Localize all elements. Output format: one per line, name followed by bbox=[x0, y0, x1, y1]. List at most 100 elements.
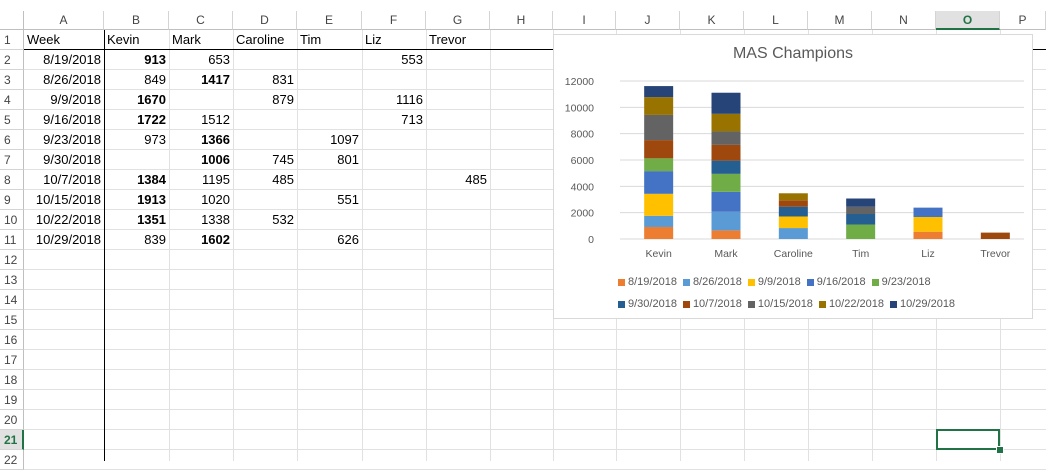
value-cell[interactable]: 626 bbox=[337, 232, 359, 247]
bar-segment-kevin[interactable] bbox=[644, 158, 674, 172]
row-header-19[interactable]: 19 bbox=[0, 390, 24, 410]
row-header-4[interactable]: 4 bbox=[0, 90, 24, 110]
value-cell[interactable]: 653 bbox=[208, 52, 230, 67]
value-cell[interactable]: 551 bbox=[337, 192, 359, 207]
header-cell-caroline[interactable]: Caroline bbox=[236, 32, 285, 47]
bar-segment-kevin[interactable] bbox=[644, 226, 674, 239]
value-cell[interactable]: 1722 bbox=[137, 112, 166, 127]
bar-segment-liz[interactable] bbox=[913, 207, 943, 218]
value-cell[interactable]: 485 bbox=[465, 172, 487, 187]
week-cell[interactable]: 9/16/2018 bbox=[43, 112, 101, 127]
row-header-20[interactable]: 20 bbox=[0, 410, 24, 430]
value-cell[interactable]: 1097 bbox=[330, 132, 359, 147]
bar-segment-liz[interactable] bbox=[913, 217, 943, 232]
value-cell[interactable]: 839 bbox=[144, 232, 166, 247]
row-header-3[interactable]: 3 bbox=[0, 70, 24, 90]
week-cell[interactable]: 9/9/2018 bbox=[50, 92, 101, 107]
week-cell[interactable]: 10/15/2018 bbox=[35, 192, 101, 207]
row-header-16[interactable]: 16 bbox=[0, 330, 24, 350]
bar-segment-mark[interactable] bbox=[711, 191, 741, 212]
bar-segment-caroline[interactable] bbox=[778, 206, 808, 217]
value-cell[interactable]: 801 bbox=[337, 152, 359, 167]
value-cell[interactable]: 1195 bbox=[202, 172, 230, 187]
bar-segment-kevin[interactable] bbox=[644, 97, 674, 115]
bar-segment-mark[interactable] bbox=[711, 113, 741, 132]
bar-segment-mark[interactable] bbox=[711, 211, 741, 231]
row-header-2[interactable]: 2 bbox=[0, 50, 24, 70]
week-cell[interactable]: 8/26/2018 bbox=[43, 72, 101, 87]
bar-segment-kevin[interactable] bbox=[644, 114, 674, 141]
legend-item[interactable]: 9/30/2018 bbox=[618, 298, 677, 310]
fill-handle[interactable] bbox=[996, 446, 1004, 454]
value-cell[interactable]: 485 bbox=[272, 172, 294, 187]
column-header-m[interactable]: M bbox=[808, 11, 872, 30]
header-cell-tim[interactable]: Tim bbox=[300, 32, 322, 47]
column-header-g[interactable]: G bbox=[426, 11, 490, 30]
bar-segment-caroline[interactable] bbox=[778, 228, 808, 239]
value-cell[interactable]: 1512 bbox=[201, 112, 230, 127]
row-header-5[interactable]: 5 bbox=[0, 110, 24, 130]
column-header-h[interactable]: H bbox=[490, 11, 553, 30]
row-header-8[interactable]: 8 bbox=[0, 170, 24, 190]
bar-segment-tim[interactable] bbox=[846, 206, 876, 215]
row-header-15[interactable]: 15 bbox=[0, 310, 24, 330]
bar-segment-caroline[interactable] bbox=[778, 193, 808, 201]
stacked-bar-chart[interactable]: MAS Champions 0 2000 4000 6000 8000 10000 1200… bbox=[553, 34, 1033, 319]
legend-item[interactable]: 9/9/2018 bbox=[747, 276, 801, 288]
column-header-l[interactable]: L bbox=[744, 11, 808, 30]
row-header-22[interactable]: 22 bbox=[0, 450, 24, 470]
header-cell-week[interactable]: Week bbox=[27, 32, 60, 47]
bar-segment-kevin[interactable] bbox=[644, 193, 674, 216]
header-cell-kevin[interactable]: Kevin bbox=[107, 32, 140, 47]
value-cell[interactable]: 1006 bbox=[201, 152, 230, 167]
week-cell[interactable]: 10/22/2018 bbox=[35, 212, 101, 227]
column-header-p[interactable]: P bbox=[1000, 11, 1046, 30]
row-header-6[interactable]: 6 bbox=[0, 130, 24, 150]
column-header-k[interactable]: K bbox=[680, 11, 744, 30]
row-header-7[interactable]: 7 bbox=[0, 150, 24, 170]
bar-segment-mark[interactable] bbox=[711, 173, 741, 192]
bar-segment-liz[interactable] bbox=[913, 231, 943, 239]
value-cell[interactable]: 1020 bbox=[201, 192, 230, 207]
bar-segment-kevin[interactable] bbox=[644, 86, 674, 98]
bar-segment-trevor[interactable] bbox=[980, 232, 1010, 239]
value-cell[interactable]: 1338 bbox=[201, 212, 230, 227]
bar-segment-mark[interactable] bbox=[711, 131, 741, 145]
bar-segment-kevin[interactable] bbox=[644, 140, 674, 159]
week-cell[interactable]: 9/23/2018 bbox=[43, 132, 101, 147]
column-header-i[interactable]: I bbox=[553, 11, 616, 30]
bar-segment-kevin[interactable] bbox=[644, 171, 674, 194]
bar-segment-tim[interactable] bbox=[846, 198, 876, 207]
column-header-a[interactable]: A bbox=[24, 11, 104, 30]
bar-segment-tim[interactable] bbox=[846, 214, 876, 225]
legend-item[interactable]: 10/7/2018 bbox=[682, 298, 742, 310]
column-header-c[interactable]: C bbox=[169, 11, 233, 30]
column-header-e[interactable]: E bbox=[297, 11, 362, 30]
legend-item[interactable]: 10/29/2018 bbox=[890, 298, 955, 310]
value-cell[interactable]: 1116 bbox=[396, 92, 423, 107]
value-cell[interactable]: 849 bbox=[144, 72, 166, 87]
column-header-o[interactable]: O bbox=[936, 11, 1000, 30]
header-cell-trevor[interactable]: Trevor bbox=[429, 32, 467, 47]
legend-item[interactable]: 10/15/2018 bbox=[747, 298, 813, 310]
row-header-14[interactable]: 14 bbox=[0, 290, 24, 310]
legend-item[interactable]: 10/22/2018 bbox=[818, 298, 884, 310]
legend-item[interactable]: 9/16/2018 bbox=[806, 276, 866, 288]
value-cell[interactable]: 745 bbox=[272, 152, 294, 167]
bar-segment-caroline[interactable] bbox=[778, 200, 808, 207]
week-cell[interactable]: 10/7/2018 bbox=[43, 172, 101, 187]
value-cell[interactable]: 713 bbox=[401, 112, 423, 127]
value-cell[interactable]: 1602 bbox=[201, 232, 230, 247]
bar-segment-mark[interactable] bbox=[711, 160, 741, 174]
legend-item[interactable]: 9/23/2018 bbox=[871, 276, 931, 288]
value-cell[interactable]: 1670 bbox=[137, 92, 166, 107]
active-cell-selection[interactable] bbox=[936, 429, 1000, 450]
bar-segment-mark[interactable] bbox=[711, 230, 741, 239]
row-header-1[interactable]: 1 bbox=[0, 30, 24, 50]
row-header-13[interactable]: 13 bbox=[0, 270, 24, 290]
week-cell[interactable]: 9/30/2018 bbox=[43, 152, 101, 167]
value-cell[interactable]: 1913 bbox=[137, 192, 166, 207]
column-header-b[interactable]: B bbox=[104, 11, 169, 30]
select-all-corner[interactable] bbox=[0, 11, 24, 30]
